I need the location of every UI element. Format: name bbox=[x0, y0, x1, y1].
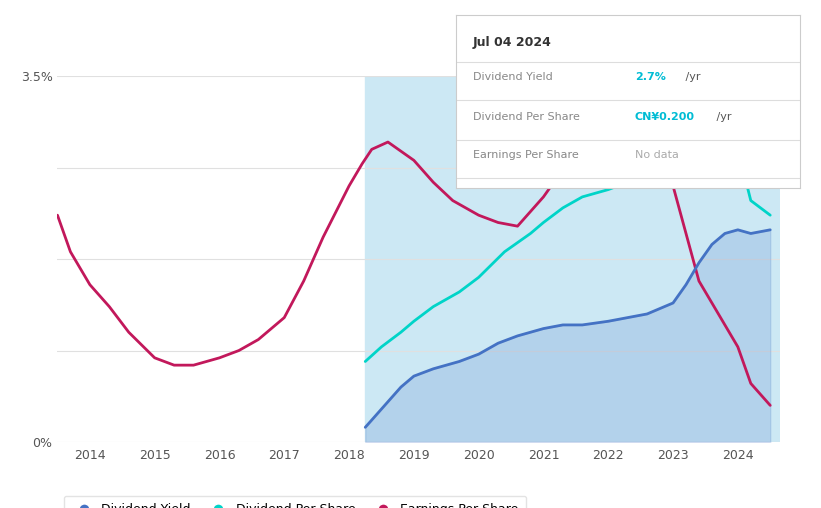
Text: Jul 04 2024: Jul 04 2024 bbox=[473, 36, 552, 49]
Text: Dividend Per Share: Dividend Per Share bbox=[473, 112, 580, 122]
Text: CN¥0.200: CN¥0.200 bbox=[635, 112, 695, 122]
Text: Past: Past bbox=[738, 102, 764, 115]
Text: Dividend Yield: Dividend Yield bbox=[473, 72, 553, 82]
Text: /yr: /yr bbox=[681, 72, 700, 82]
Text: Earnings Per Share: Earnings Per Share bbox=[473, 150, 579, 160]
Legend: Dividend Yield, Dividend Per Share, Earnings Per Share: Dividend Yield, Dividend Per Share, Earn… bbox=[64, 496, 526, 508]
Text: No data: No data bbox=[635, 150, 679, 160]
Text: 2.7%: 2.7% bbox=[635, 72, 666, 82]
Text: /yr: /yr bbox=[713, 112, 731, 122]
Bar bbox=[365, 76, 780, 442]
